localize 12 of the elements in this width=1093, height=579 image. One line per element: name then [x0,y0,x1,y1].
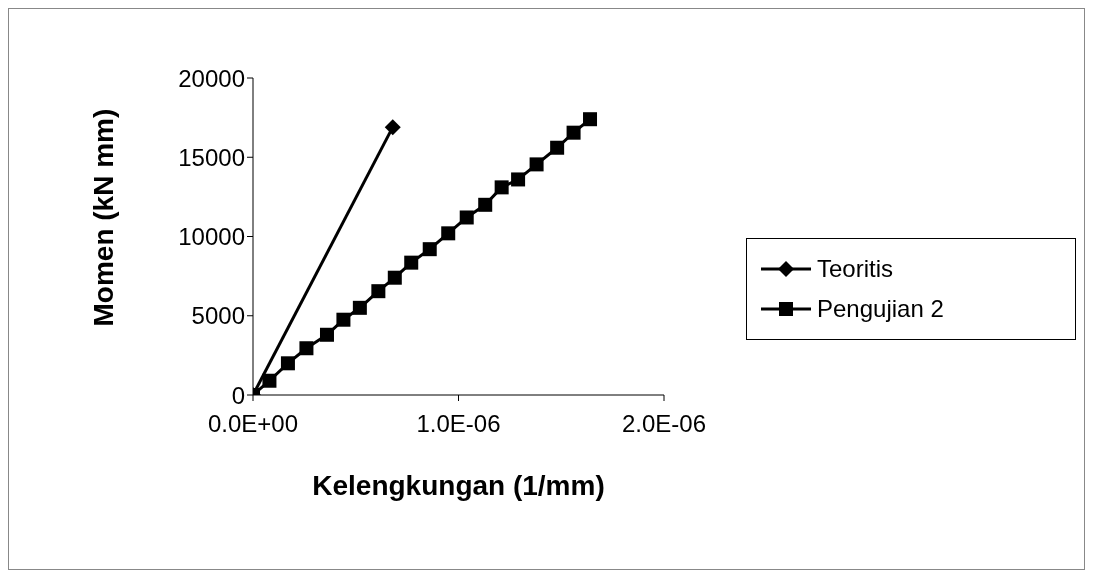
y-tick-label: 0 [231,381,245,409]
legend-label: Teoritis [817,255,894,283]
x-tick-label: 2.0E-06 [621,410,707,438]
y-tick-label: 20000 [178,64,245,92]
legend-label: Pengujian 2 [817,295,944,323]
y-tick-label: 15000 [178,143,245,171]
y-tick-label: 5000 [191,302,245,330]
x-tick-label: 0.0E+00 [207,410,299,438]
x-tick-label: 1.0E-06 [416,410,501,438]
y-axis-title: Momen (kN mm) [87,108,119,327]
x-axis-title: Kelengkungan (1/mm) [312,470,605,501]
y-tick-label: 10000 [178,223,245,251]
